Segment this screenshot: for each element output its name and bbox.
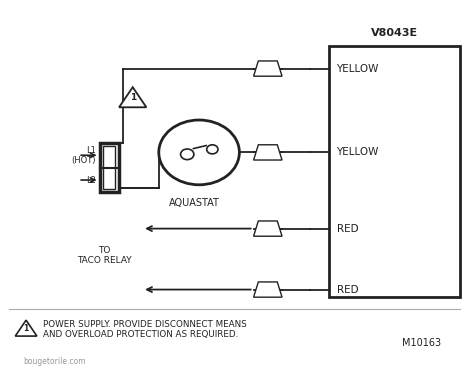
Bar bbox=[329, 46, 460, 297]
Polygon shape bbox=[254, 145, 282, 160]
Text: YELLOW: YELLOW bbox=[337, 147, 379, 157]
Text: TO
TACO RELAY: TO TACO RELAY bbox=[77, 246, 132, 265]
Text: AQUASTAT: AQUASTAT bbox=[169, 198, 220, 208]
Polygon shape bbox=[254, 61, 282, 76]
Text: bougetorile.com: bougetorile.com bbox=[24, 357, 86, 366]
Circle shape bbox=[207, 145, 218, 154]
Text: AND OVERLOAD PROTECTION AS REQUIRED.: AND OVERLOAD PROTECTION AS REQUIRED. bbox=[44, 330, 239, 339]
Circle shape bbox=[159, 120, 239, 185]
Circle shape bbox=[181, 149, 194, 160]
Text: RED: RED bbox=[337, 224, 358, 234]
Polygon shape bbox=[254, 221, 282, 236]
Text: POWER SUPPLY. PROVIDE DISCONNECT MEANS: POWER SUPPLY. PROVIDE DISCONNECT MEANS bbox=[44, 320, 247, 330]
Text: 1: 1 bbox=[23, 324, 29, 333]
Bar bbox=[103, 146, 115, 189]
Polygon shape bbox=[254, 282, 282, 297]
Bar bbox=[100, 143, 118, 192]
Text: 1: 1 bbox=[129, 93, 136, 102]
Text: YELLOW: YELLOW bbox=[337, 64, 379, 74]
Text: L1
(HOT): L1 (HOT) bbox=[71, 146, 96, 165]
Polygon shape bbox=[119, 87, 146, 107]
Text: RED: RED bbox=[337, 285, 358, 295]
Text: M10163: M10163 bbox=[402, 338, 441, 348]
Text: V8043E: V8043E bbox=[371, 28, 418, 38]
Polygon shape bbox=[15, 320, 37, 336]
Text: L2: L2 bbox=[86, 176, 96, 184]
